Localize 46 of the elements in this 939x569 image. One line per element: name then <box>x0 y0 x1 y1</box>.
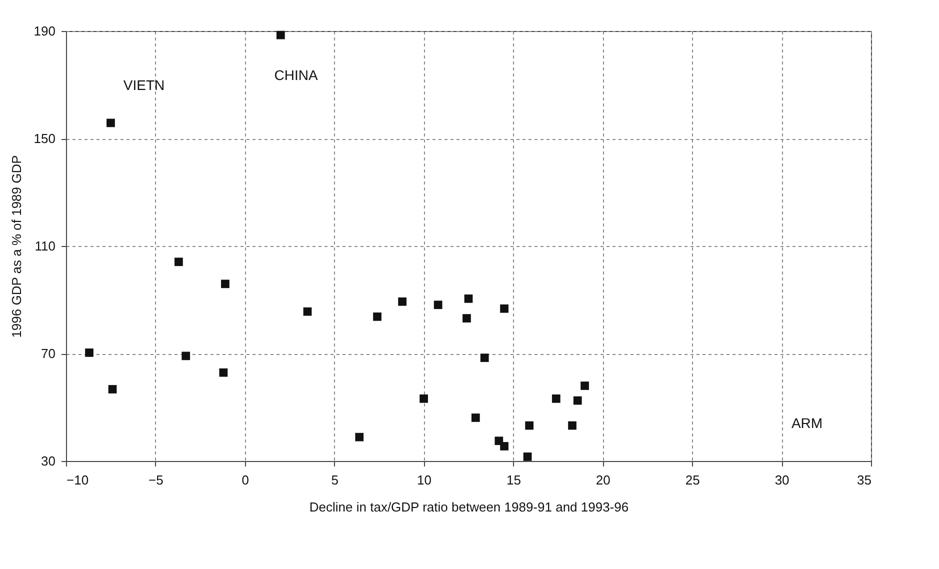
point <box>276 30 285 40</box>
point <box>480 354 489 362</box>
y-tick-label: 190 <box>34 24 56 38</box>
point <box>464 294 473 303</box>
x-tick-label: 15 <box>506 472 521 488</box>
point <box>434 300 442 310</box>
point <box>568 421 576 430</box>
point <box>174 258 183 266</box>
point <box>106 118 115 128</box>
annotation: ARM <box>791 415 823 431</box>
point <box>219 368 228 377</box>
y-tick-label: 70 <box>41 346 56 361</box>
point <box>398 297 406 306</box>
point <box>373 312 382 321</box>
point <box>85 348 94 357</box>
x-tick-label: 0 <box>242 472 250 488</box>
point <box>525 421 534 430</box>
y-tick-label: 110 <box>34 238 56 254</box>
x-tick-label: 25 <box>685 472 700 488</box>
point <box>182 352 190 360</box>
x-tick-label: −5 <box>148 472 164 488</box>
point <box>355 432 364 442</box>
x-axis-title: Decline in tax/GDP ratio between 1989-91 and 1993-96 <box>309 500 629 514</box>
annotation: VIETN <box>123 77 165 93</box>
point <box>523 452 532 461</box>
point <box>500 304 508 313</box>
y-tick-label: 30 <box>41 454 56 468</box>
point <box>471 414 480 422</box>
point <box>500 442 508 450</box>
x-tick-label: 10 <box>417 472 432 488</box>
annotation: CHINA <box>274 67 318 83</box>
point <box>573 396 582 405</box>
x-tick-label: 35 <box>857 472 872 488</box>
point <box>303 307 312 316</box>
point <box>462 314 471 322</box>
point <box>552 394 560 403</box>
y-axis-title: 1996 GDP as a % of 1989 GDP <box>8 155 24 338</box>
x-tick-label: 5 <box>331 472 338 488</box>
x-tick-label: 30 <box>774 472 790 488</box>
x-tick-label: −10 <box>66 472 89 488</box>
point <box>420 394 428 403</box>
y-tick-label: 150 <box>34 131 56 146</box>
x-tick-label: 20 <box>596 472 610 488</box>
point <box>221 280 230 288</box>
point <box>108 385 117 394</box>
point <box>580 382 589 390</box>
